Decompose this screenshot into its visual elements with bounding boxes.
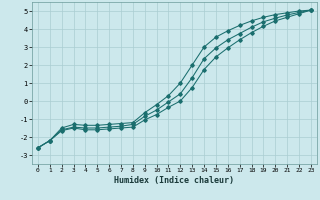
X-axis label: Humidex (Indice chaleur): Humidex (Indice chaleur) <box>115 176 234 185</box>
